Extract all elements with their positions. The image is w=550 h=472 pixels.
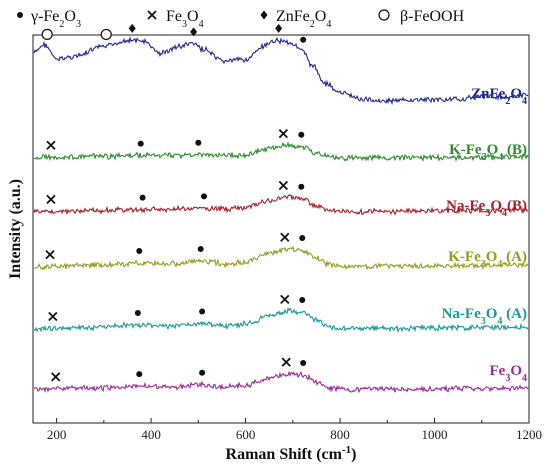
series-line-6: [33, 370, 529, 394]
legend-item: β-FeOOH: [378, 8, 465, 25]
peak-marker-cross: [46, 194, 56, 205]
peak-marker-dot: [298, 183, 305, 190]
peak-marker-dot: [136, 248, 143, 254]
legend-item: γ-Fe2O3: [17, 8, 81, 30]
peak-marker-circle: [41, 28, 53, 40]
plot-area: ZnFe2O4 K-Fe3O4 (B) Na-Fe3O4(B) K-Fe3O4 (A)…: [32, 23, 530, 424]
x-tick-label: 600: [236, 427, 256, 442]
series-label-layer: ZnFe2O4 K-Fe3O4 (B) Na-Fe3O4(B) K-Fe3O4 (A)…: [442, 86, 527, 384]
peak-marker-dot: [136, 371, 143, 378]
series-line-5: [33, 306, 529, 334]
peak-marker-diamond: [190, 27, 198, 37]
legend-label: γ-Fe2O3: [30, 8, 81, 30]
peak-marker-dot: [298, 131, 305, 138]
peak-marker-dot: [134, 310, 141, 317]
legend-item: ZnFe2O4: [260, 8, 331, 30]
peak-marker-dot: [300, 359, 307, 366]
peak-marker-dot: [199, 308, 206, 315]
series-label: K-Fe3O4 (B): [449, 142, 527, 163]
peak-marker-circle: [100, 28, 112, 41]
series-label: Na-Fe3O4 (A): [442, 306, 527, 327]
peak-marker-dot: [137, 140, 144, 147]
marker-layer: [41, 23, 307, 382]
series-label: K-Fe3O4 (A): [448, 249, 527, 270]
peak-marker-cross: [278, 180, 288, 191]
series-line-2: [33, 141, 529, 162]
plot-frame: [32, 34, 530, 424]
legend-label: Fe3O4: [166, 8, 204, 30]
peak-marker-cross: [45, 249, 55, 260]
legend-marker-cross: [147, 10, 157, 20]
legend-item: Fe3O4: [147, 8, 204, 30]
peak-marker-cross: [280, 232, 290, 242]
series-line-3: [33, 194, 529, 216]
peak-marker-dot: [299, 297, 306, 303]
peak-marker-cross: [48, 311, 58, 322]
peak-marker-cross: [278, 129, 288, 139]
x-axis-title: Raman Shift (cm-1): [226, 444, 357, 463]
series-layer: [33, 36, 529, 394]
peak-marker-cross: [46, 140, 56, 150]
peak-marker-dot: [300, 36, 307, 43]
y-axis-title: Intensity (a.u.): [7, 179, 24, 279]
legend-marker-dot: [17, 12, 23, 18]
x-tick-label: 1200: [516, 427, 542, 442]
x-tick-label: 200: [47, 427, 67, 442]
series-line-1: [33, 36, 529, 106]
y-axis: Intensity (a.u.): [7, 179, 24, 279]
legend-label: β-FeOOH: [400, 8, 465, 25]
peak-marker-cross: [280, 294, 290, 305]
x-axis: 200 400 600 800 1000 1200 Raman Shift (cm-1): [47, 418, 542, 463]
legend-marker-circle: [378, 9, 390, 21]
series-line-4: [33, 245, 529, 271]
peak-marker-cross: [51, 372, 61, 382]
series-label: ZnFe2O4: [471, 86, 527, 107]
peak-marker-dot: [201, 193, 208, 200]
x-tick-label: 400: [141, 427, 161, 442]
peak-marker-dot: [199, 369, 206, 376]
x-tick-label: 800: [330, 427, 350, 442]
legend-label: ZnFe2O4: [276, 8, 331, 30]
peak-marker-diamond: [128, 23, 136, 33]
peak-marker-dot: [195, 139, 202, 146]
peak-marker-dot: [299, 235, 306, 241]
x-tick-label: 1000: [422, 427, 448, 442]
peak-marker-diamond: [275, 23, 283, 33]
peak-marker-dot: [197, 246, 204, 252]
peak-marker-cross: [281, 357, 291, 367]
series-label: Fe3O4: [490, 363, 528, 384]
series-label: Na-Fe3O4(B): [446, 198, 527, 219]
peak-marker-dot: [139, 194, 146, 201]
legend-marker-diamond: [260, 10, 268, 20]
legend: γ-Fe2O3 Fe3O4 ZnFe2O4 β-FeOOH: [17, 8, 465, 30]
